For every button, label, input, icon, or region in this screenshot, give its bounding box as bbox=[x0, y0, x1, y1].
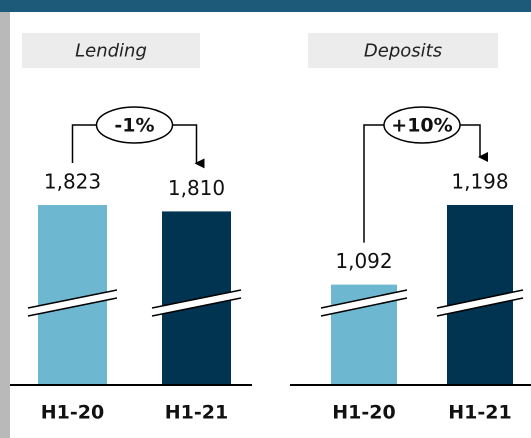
x-tick-label: H1-21 bbox=[448, 402, 511, 424]
axis-break-line bbox=[320, 289, 408, 309]
axis-break bbox=[321, 290, 407, 316]
x-tick-label: H1-20 bbox=[332, 402, 395, 424]
value-label: 1,092 bbox=[335, 249, 392, 273]
axis-break bbox=[28, 290, 117, 316]
axis-break-line bbox=[151, 297, 242, 317]
title-box bbox=[22, 33, 200, 68]
axis-break-line bbox=[27, 289, 118, 309]
value-label: 1,810 bbox=[168, 176, 225, 200]
annotation-bubble bbox=[95, 106, 174, 144]
title-box bbox=[308, 33, 498, 68]
value-label: 1,198 bbox=[451, 170, 508, 194]
axis-break-line bbox=[151, 289, 242, 309]
axis-break bbox=[437, 290, 523, 316]
panel-title: Lending bbox=[75, 41, 147, 62]
axis-break-line bbox=[320, 297, 408, 317]
annotation-bubble bbox=[383, 106, 461, 144]
value-label: 1,823 bbox=[44, 170, 101, 194]
axis-break bbox=[152, 290, 241, 316]
x-tick-label: H1-21 bbox=[165, 402, 228, 424]
axis-break-line bbox=[27, 297, 118, 317]
axis-break-line bbox=[436, 289, 524, 309]
x-tick-label: H1-20 bbox=[41, 402, 104, 424]
left-border bbox=[0, 0, 10, 438]
annotation: -1% bbox=[114, 115, 154, 137]
top-bar bbox=[0, 0, 531, 12]
annotation: +10% bbox=[391, 115, 452, 137]
axis-break-line bbox=[436, 297, 524, 317]
panel-title: Deposits bbox=[364, 41, 442, 62]
